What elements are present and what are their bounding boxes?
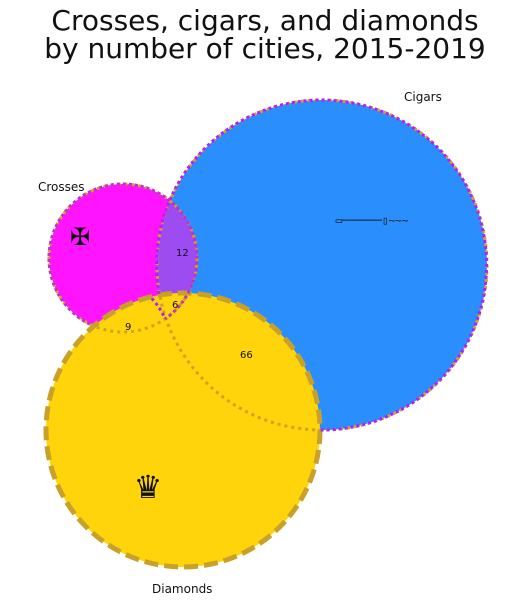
chart-title-line-2: by number of cities, 2015-2019 — [44, 32, 485, 65]
crosses-label: Crosses — [38, 180, 85, 194]
region-count-all-three: 6 — [172, 300, 178, 311]
region-count-crosses-diamonds: 9 — [125, 322, 131, 333]
diamonds-label: Diamonds — [152, 582, 212, 596]
queen-crown-icon: ♛ — [134, 468, 163, 506]
region-count-crosses-cigars: 12 — [176, 248, 189, 259]
cross-pattee-icon: ✠ — [70, 223, 90, 251]
cigar-icon: ▭──────▯~~~ — [336, 214, 409, 227]
cigars-label: Cigars — [404, 90, 442, 104]
region-count-cigars-diamonds: 66 — [240, 350, 253, 361]
